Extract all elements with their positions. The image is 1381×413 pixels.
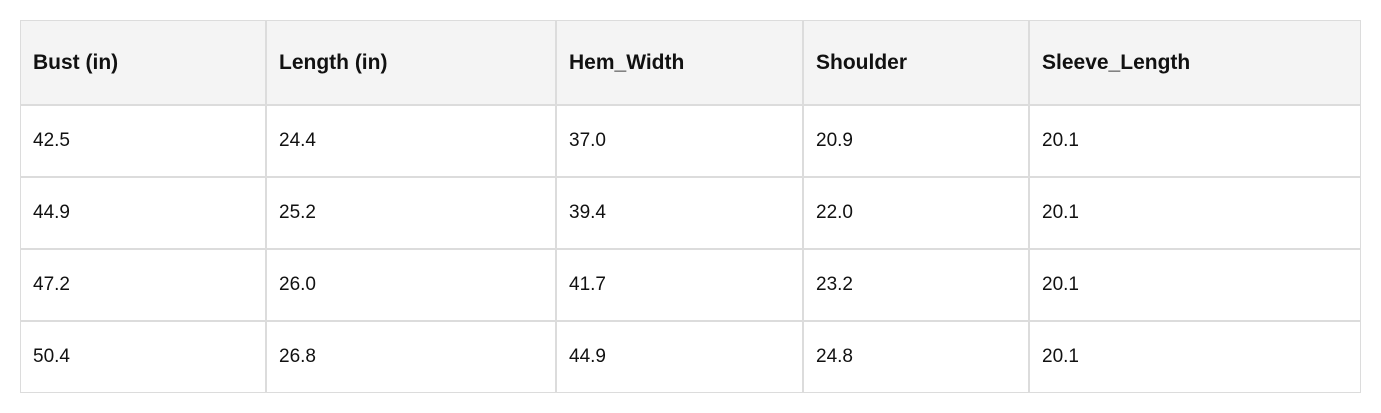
table-body: 42.5 24.4 37.0 20.9 20.1 44.9 25.2 39.4 22.0 20.1… — [20, 105, 1361, 393]
table-cell: 37.0 — [556, 105, 803, 177]
table-row: 42.5 24.4 37.0 20.9 20.1 — [20, 105, 1361, 177]
table-cell: 47.2 — [20, 249, 266, 321]
table-row: 50.4 26.8 44.9 24.8 20.1 — [20, 321, 1361, 393]
table-row: 47.2 26.0 41.7 23.2 20.1 — [20, 249, 1361, 321]
table-cell: 24.4 — [266, 105, 556, 177]
table-cell: 20.1 — [1029, 177, 1361, 249]
table-cell: 50.4 — [20, 321, 266, 393]
table-cell: 44.9 — [556, 321, 803, 393]
header-cell: Hem_Width — [556, 20, 803, 105]
table-cell: 20.9 — [803, 105, 1029, 177]
table-cell: 26.8 — [266, 321, 556, 393]
header-row: Bust (in) Length (in) Hem_Width Shoulder Sle… — [20, 20, 1361, 105]
table-cell: 41.7 — [556, 249, 803, 321]
table-cell: 26.0 — [266, 249, 556, 321]
table-cell: 44.9 — [20, 177, 266, 249]
size-table: Bust (in) Length (in) Hem_Width Shoulder Sle… — [20, 20, 1361, 393]
table-cell: 20.1 — [1029, 321, 1361, 393]
table-cell: 25.2 — [266, 177, 556, 249]
table-cell: 39.4 — [556, 177, 803, 249]
table-cell: 22.0 — [803, 177, 1029, 249]
table-cell: 23.2 — [803, 249, 1029, 321]
table-cell: 20.1 — [1029, 249, 1361, 321]
table-cell: 24.8 — [803, 321, 1029, 393]
header-cell: Shoulder — [803, 20, 1029, 105]
header-cell: Sleeve_Length — [1029, 20, 1361, 105]
table-cell: 42.5 — [20, 105, 266, 177]
header-cell: Length (in) — [266, 20, 556, 105]
table-header: Bust (in) Length (in) Hem_Width Shoulder Sle… — [20, 20, 1361, 105]
table-row: 44.9 25.2 39.4 22.0 20.1 — [20, 177, 1361, 249]
table-container: Bust (in) Length (in) Hem_Width Shoulder Sle… — [20, 20, 1361, 393]
header-cell: Bust (in) — [20, 20, 266, 105]
table-cell: 20.1 — [1029, 105, 1361, 177]
